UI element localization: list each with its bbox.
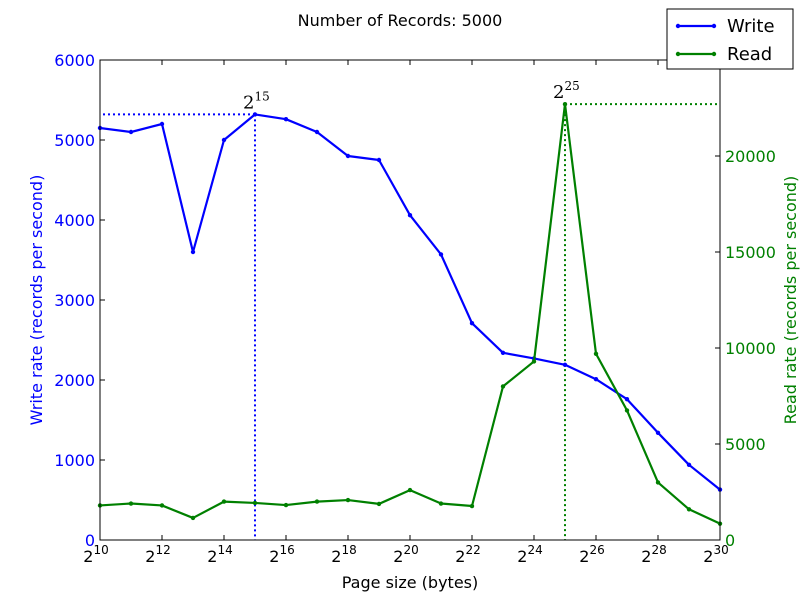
data-point-read (252, 500, 258, 506)
data-point-write (314, 129, 320, 135)
data-point-read (314, 499, 320, 504)
data-point-read (531, 359, 537, 364)
peak-annotation-read: 225 (553, 79, 580, 103)
y-left-tick-label: 0 (85, 531, 95, 550)
guide-lines (100, 103, 720, 540)
data-point-write (283, 117, 289, 122)
data-point-read (562, 101, 568, 107)
y-right-tick-label: 0 (725, 531, 735, 550)
data-point-write (562, 362, 568, 367)
data-point-read (376, 501, 382, 507)
y-left-tick-label: 5000 (54, 131, 95, 150)
data-point-write (500, 350, 506, 355)
data-point-write (345, 153, 351, 159)
data-point-read (500, 384, 506, 389)
legend-marker-write (675, 23, 681, 29)
data-point-write (407, 213, 413, 218)
data-point-write (190, 249, 196, 255)
data-point-read (190, 515, 196, 521)
y-left-tick-label: 3000 (54, 291, 95, 310)
x-tick-label: 218 (331, 543, 356, 566)
y-left-tick-label: 1000 (54, 451, 95, 470)
y-left-tick-label: 2000 (54, 371, 95, 390)
data-point-read (283, 502, 289, 508)
data-point-read (128, 501, 134, 506)
x-tick-label: 224 (517, 543, 542, 566)
axis-ticks: 210 212 214 216 218 220 222 224 226 228 2300100020… (54, 51, 776, 566)
x-tick-label: 214 (207, 543, 232, 566)
data-series (97, 101, 723, 526)
y-axis-right-title: Read rate (records per second) (781, 176, 800, 425)
annotations: 215 225 (243, 79, 580, 113)
data-point-write (438, 252, 444, 257)
data-point-write (593, 377, 599, 382)
y-right-tick-label: 5000 (725, 435, 766, 454)
data-point-write (252, 112, 258, 117)
y-left-tick-label: 6000 (54, 51, 95, 70)
x-tick-label: 226 (579, 543, 604, 566)
data-point-write (686, 462, 692, 467)
data-point-write (221, 137, 227, 143)
data-point-read (624, 408, 630, 413)
data-point-read (221, 499, 227, 504)
y-right-tick-label: 20000 (725, 147, 776, 166)
x-tick-label: 216 (269, 543, 294, 566)
legend: Write Read (666, 8, 794, 70)
legend-marker-read (675, 51, 681, 57)
data-point-read (159, 503, 165, 508)
data-point-read (407, 487, 413, 493)
x-tick-label: 230 (703, 543, 728, 566)
legend-label-read: Read (727, 44, 772, 65)
data-point-read (593, 351, 599, 356)
legend-box (666, 8, 794, 70)
data-point-write (376, 157, 382, 163)
y-left-tick-label: 4000 (54, 211, 95, 230)
x-tick-label: 210 (83, 543, 108, 566)
data-point-write (469, 321, 475, 326)
x-tick-label: 220 (393, 543, 418, 566)
data-point-write (655, 430, 661, 435)
legend-label-write: Write (727, 16, 775, 37)
peak-annotation-write: 215 (243, 89, 270, 113)
legend-marker-write (711, 23, 717, 29)
y-right-tick-label: 15000 (725, 243, 776, 262)
data-point-write (159, 121, 165, 127)
data-point-write (624, 397, 630, 402)
data-point-read (655, 480, 661, 485)
x-tick-label: 212 (145, 543, 170, 566)
data-point-write (128, 129, 134, 135)
y-right-tick-label: 10000 (725, 339, 776, 358)
y-axis-left-title: Write rate (records per second) (27, 175, 46, 426)
data-point-read (345, 497, 351, 503)
plot-area (100, 60, 720, 540)
x-axis-title: Page size (bytes) (342, 573, 479, 592)
data-point-read (438, 501, 444, 506)
chart-title: Number of Records: 5000 (298, 11, 503, 30)
data-point-read (469, 503, 475, 509)
data-point-read (686, 507, 692, 512)
x-tick-label: 228 (641, 543, 666, 566)
x-tick-label: 222 (455, 543, 480, 566)
legend-marker-read (711, 51, 717, 57)
